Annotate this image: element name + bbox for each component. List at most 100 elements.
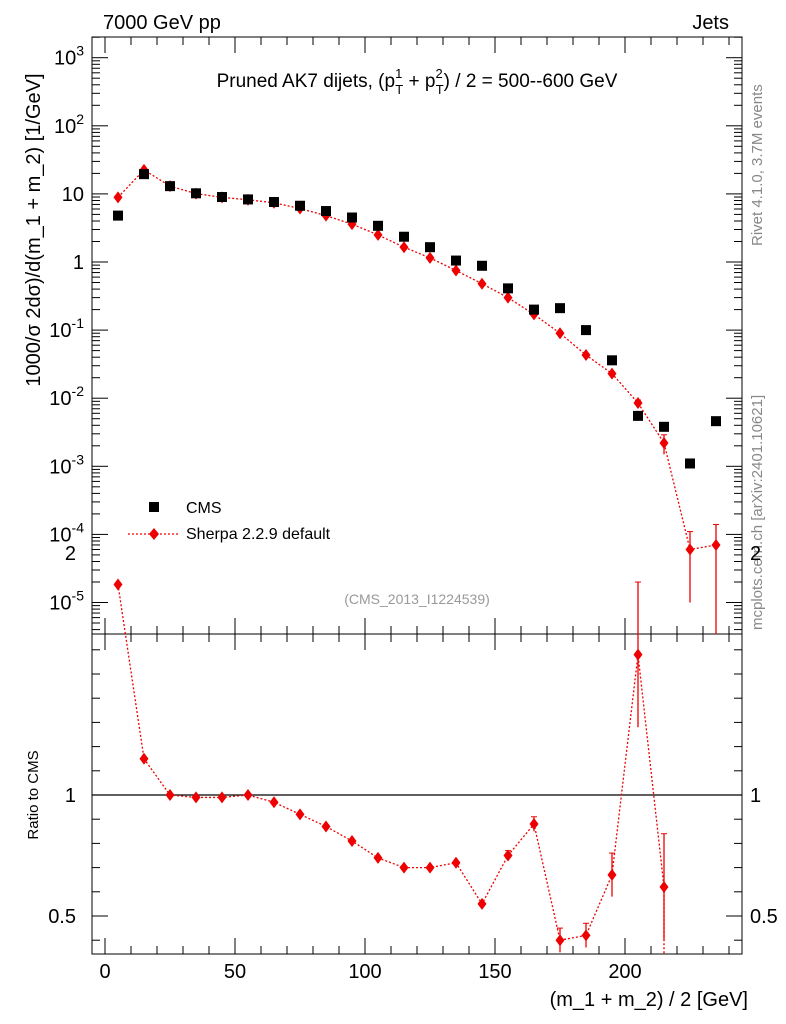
y-tick-label-main: 10-4 <box>49 519 84 546</box>
y-tick-label-main: 1 <box>73 252 84 274</box>
sherpa-point <box>685 543 695 556</box>
sherpa-point <box>373 228 383 241</box>
legend-marker-sherpa <box>149 528 159 540</box>
ratio-point <box>165 789 175 801</box>
main-marks <box>113 163 721 634</box>
cms-point <box>659 421 669 432</box>
ratio-point <box>295 808 305 821</box>
cms-point <box>555 303 565 314</box>
ratio-point <box>581 929 591 942</box>
main-ylabel: 1000/σ 2dσ)/d(m_1 + m_2) [1/GeV] <box>23 73 45 386</box>
cms-point <box>165 181 175 192</box>
y-tick-label-main: 10-5 <box>49 588 84 615</box>
ratio-point <box>139 752 149 765</box>
mcplots-label: mcplots.cern.ch [arXiv:2401.10621] <box>749 395 766 630</box>
cms-point <box>425 242 435 253</box>
ratio-point <box>269 796 279 809</box>
cms-point <box>529 304 539 315</box>
ratio-ylabel: Ratio to CMS <box>25 750 42 839</box>
y-tick-label-ratio-left: 0.5 <box>48 906 76 928</box>
sherpa-point <box>659 436 669 449</box>
cms-point <box>633 410 643 421</box>
sherpa-point <box>711 538 721 551</box>
y-tick-label-ratio-right: 2 <box>750 543 761 565</box>
x-tick-label: 150 <box>478 961 511 983</box>
cms-point <box>191 188 201 199</box>
sherpa-point <box>503 291 513 304</box>
main-title: Pruned AK7 dijets, (p1 T + p2 T) / 2 = 500… <box>217 66 618 97</box>
sherpa-point <box>633 397 643 410</box>
ratio-point <box>633 648 643 661</box>
sherpa-point <box>555 327 565 340</box>
ratio-point <box>217 791 227 804</box>
ratio-point <box>607 868 617 881</box>
cms-point <box>347 212 357 223</box>
main-panel-frame <box>91 36 743 635</box>
legend: CMS Sherpa 2.2.9 default <box>128 500 331 543</box>
cms-point <box>399 231 409 242</box>
y-tick-label-ratio-right: 0.5 <box>750 906 778 928</box>
sherpa-point <box>399 241 409 254</box>
cms-point <box>321 206 331 217</box>
x-tick-label: 200 <box>608 961 641 983</box>
x-axis-label: (m_1 + m_2) / 2 [GeV] <box>550 989 748 1011</box>
sherpa-point <box>425 251 435 264</box>
sherpa-point <box>607 367 617 380</box>
ratio-point <box>347 834 357 847</box>
cms-point <box>607 355 617 366</box>
header-left: 7000 GeV pp <box>103 12 221 34</box>
legend-label-cms: CMS <box>186 500 222 517</box>
ratio-marks <box>113 578 669 954</box>
header-right: Jets <box>692 12 729 34</box>
cms-point <box>139 169 149 180</box>
ratio-point <box>477 897 487 910</box>
sherpa-point <box>477 277 487 290</box>
y-tick-label-main: 10-3 <box>49 451 84 478</box>
cms-point <box>243 194 253 205</box>
ratio-line <box>117 584 665 954</box>
main-axes: 10-5 10-4 10-3 10-2 10-1 1 10 102 103 <box>49 36 742 634</box>
analysis-label: (CMS_2013_I1224539) <box>344 591 490 607</box>
y-tick-label-main: 10-1 <box>49 315 84 342</box>
x-tick-label: 100 <box>348 961 381 983</box>
ratio-point <box>503 849 513 862</box>
cms-point <box>217 192 227 203</box>
y-tick-label-main: 10-2 <box>49 383 84 410</box>
ratio-point <box>373 851 383 864</box>
y-tick-label-main: 103 <box>54 43 84 70</box>
cms-point <box>269 197 279 208</box>
cms-point <box>581 325 591 336</box>
ratio-point <box>529 818 539 831</box>
y-tick-label-ratio-left: 2 <box>65 543 76 565</box>
ratio-point <box>451 856 461 869</box>
cms-point <box>373 220 383 231</box>
ratio-point <box>113 578 123 591</box>
ratio-panel-frame <box>91 633 743 955</box>
ratio-axes: 0 50 100 150 200 0.5 0.5 1 1 2 2 <box>48 543 778 983</box>
cms-point <box>295 200 305 211</box>
cms-point <box>113 210 123 221</box>
ratio-point <box>425 861 435 874</box>
ratio-point <box>243 789 253 801</box>
y-tick-label-main: 102 <box>54 111 84 138</box>
cms-point <box>451 255 461 266</box>
ratio-point <box>555 934 565 947</box>
ratio-point <box>659 880 669 893</box>
rivet-label: Rivet 4.1.0, 3.7M events <box>749 84 766 246</box>
ratio-point <box>321 820 331 833</box>
x-tick-label: 50 <box>224 961 246 983</box>
legend-label-sherpa: Sherpa 2.2.9 default <box>186 526 331 543</box>
ratio-point <box>191 791 201 804</box>
sherpa-line <box>117 169 717 551</box>
cms-point <box>477 260 487 271</box>
cms-point <box>711 416 721 427</box>
ratio-point <box>399 861 409 874</box>
cms-point <box>503 283 513 294</box>
cms-point <box>685 458 695 469</box>
y-tick-label-ratio-left: 1 <box>65 785 76 807</box>
legend-marker-cms <box>149 502 159 512</box>
sherpa-point <box>581 349 591 362</box>
sherpa-point <box>451 264 461 277</box>
x-tick-label: 0 <box>99 961 110 983</box>
